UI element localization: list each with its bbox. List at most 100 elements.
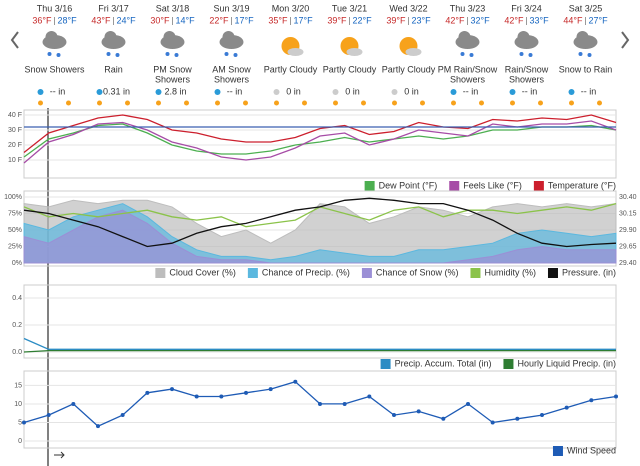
daynight-icon (451, 100, 456, 106)
wind-point (120, 413, 125, 418)
precip-amount: 0 in (286, 86, 301, 96)
y-tick-label: 10 F (8, 157, 22, 164)
wind-point (564, 405, 569, 410)
condition: Snow Showers (24, 64, 85, 74)
precip-type-icon (450, 89, 457, 95)
hi-temp: 36°F (32, 15, 52, 25)
y-tick-label: 75% (8, 210, 22, 217)
next-arrow[interactable] (621, 31, 630, 49)
legend-label: Feels Like (°F) (463, 180, 522, 190)
wind-point (392, 413, 396, 418)
legend-swatch (380, 359, 391, 369)
day-date: Wed 3/22 (389, 3, 427, 13)
legend-label: Precip. Accum. Total (in) (395, 358, 492, 368)
cloud-icon (405, 48, 422, 56)
lo-temp: 23°F (412, 15, 432, 25)
daynight-icon (97, 100, 102, 106)
legend-swatch (533, 181, 544, 191)
wind-point (318, 401, 322, 406)
daynight-icon (243, 100, 248, 106)
day-date: Fri 3/17 (98, 3, 129, 13)
precip-type-icon (273, 89, 280, 95)
y-tick-label: 25% (8, 243, 22, 250)
condition: PM Snow (153, 64, 192, 74)
legend-label: Hourly Liquid Precip. (in) (517, 358, 616, 368)
legend-label: Cloud Cover (%) (169, 267, 236, 277)
condition: Rain (104, 64, 123, 74)
lo-temp: 24°F (117, 15, 137, 25)
y-tick-label: 50% (8, 227, 22, 234)
daynight-icon (333, 100, 338, 106)
y-tick-label: 30 F (8, 127, 22, 134)
legend-swatch (449, 181, 460, 191)
precip-icon (106, 52, 111, 56)
condition: PM Rain/Snow (438, 64, 498, 74)
wind-point (71, 401, 76, 406)
y-tick-label: 100% (4, 194, 22, 201)
legend-label: Dew Point (°F) (379, 180, 438, 190)
daynight-icon (361, 100, 366, 106)
legend-swatch (155, 268, 166, 278)
precip-icon (174, 53, 179, 57)
condition: AM Snow (212, 64, 251, 74)
line (23, 123, 617, 158)
y-tick-label: 20 F (8, 142, 22, 149)
y2-tick-label: 29.90 (619, 227, 637, 234)
wind-point (614, 394, 618, 399)
precip-amount: -- in (227, 86, 243, 96)
legend-label: Pressure. (in) (562, 267, 616, 277)
precip-icon (56, 53, 61, 57)
cloud-icon (287, 48, 304, 56)
daynight-icon (156, 100, 161, 106)
cloud-icon (222, 31, 235, 43)
wind-point (145, 390, 150, 395)
precip-type-icon (155, 89, 162, 95)
y2-tick-label: 29.65 (619, 243, 637, 250)
hi-temp: 22°F (209, 15, 229, 25)
day-date: Sun 3/19 (213, 3, 249, 13)
legend-label: Humidity (%) (484, 267, 536, 277)
y-tick-label: 0 (18, 438, 22, 445)
plot-frame (23, 109, 617, 179)
condition: Partly Cloudy (323, 64, 377, 74)
precip-amount: -- in (522, 86, 538, 96)
line (23, 349, 616, 353)
time-arrow-head (60, 451, 65, 459)
legend-label: Wind Speed (567, 445, 616, 455)
daynight-icon (479, 100, 484, 106)
cloud-icon (104, 31, 117, 43)
day-date: Fri 3/24 (511, 3, 542, 13)
legend-swatch (547, 268, 558, 278)
legend-swatch (552, 446, 563, 456)
wind-point (466, 401, 470, 406)
cloud-icon (163, 31, 176, 43)
daynight-icon (125, 100, 130, 106)
wind-point (540, 413, 544, 418)
wind-point (490, 420, 495, 425)
plot-frame (23, 284, 617, 359)
condition: Rain/Snow (505, 64, 549, 74)
precip-icon (578, 52, 583, 56)
condition: Partly Cloudy (264, 64, 318, 74)
legend-swatch (364, 181, 375, 191)
legend-swatch (503, 359, 514, 369)
condition: Partly Cloudy (382, 64, 436, 74)
lo-temp: 22°F (353, 15, 373, 25)
precip-icon (587, 53, 592, 57)
daynight-icon (392, 100, 397, 106)
precip-type-icon (391, 89, 398, 95)
daynight-icon (302, 100, 307, 106)
precip-amount: -- in (50, 86, 66, 96)
precip-amount: -- in (581, 86, 597, 96)
hi-temp: 42°F (504, 15, 524, 25)
wind-point (96, 424, 100, 429)
prev-arrow[interactable] (10, 31, 19, 49)
condition: Snow to Rain (559, 64, 613, 74)
precip-type-icon (37, 89, 44, 95)
daynight-icon (510, 100, 515, 106)
cloud-icon (346, 48, 363, 56)
wind-point (194, 394, 199, 399)
wind-point (589, 398, 594, 403)
